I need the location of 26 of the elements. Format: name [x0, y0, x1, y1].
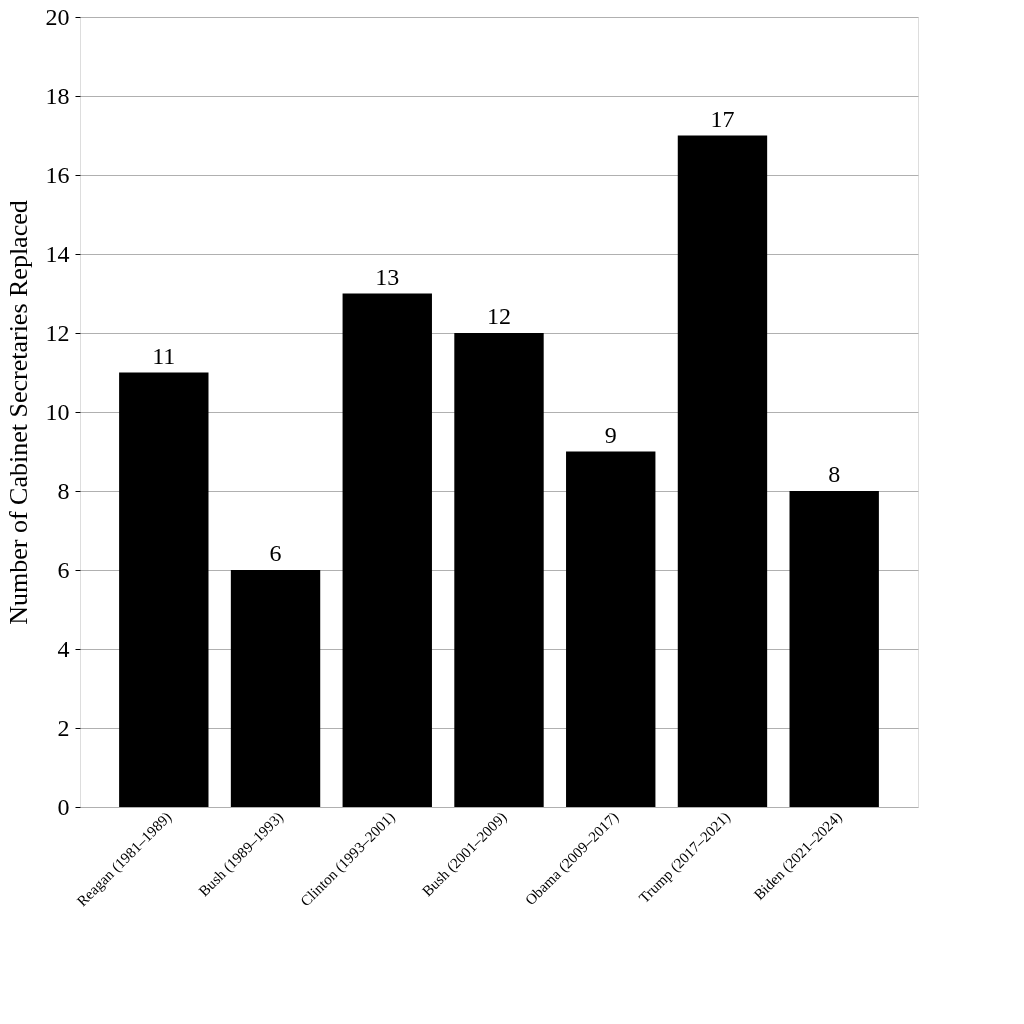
data-label: 17 [710, 105, 735, 132]
y-tick-label: 10 [45, 398, 70, 425]
y-tick-label: 16 [45, 161, 70, 188]
y-axis-title: Number of Cabinet Secretaries Replaced [3, 200, 33, 625]
data-label: 9 [604, 421, 617, 448]
y-tick-label: 2 [57, 714, 70, 741]
y-tick-label: 20 [45, 3, 70, 30]
bar [789, 491, 879, 807]
data-label: 11 [152, 342, 176, 369]
data-label: 8 [828, 461, 841, 487]
y-tick-label: 4 [57, 635, 70, 662]
data-label: 12 [487, 303, 511, 329]
data-label: 6 [269, 540, 282, 566]
bar [566, 451, 656, 807]
y-tick-label: 18 [45, 82, 70, 109]
y-tick-label: 12 [45, 319, 70, 346]
bar [342, 293, 432, 807]
bar [677, 135, 768, 807]
bar [230, 570, 321, 807]
y-tick-label: 6 [57, 556, 70, 583]
y-tick-label: 14 [45, 240, 70, 267]
data-label: 13 [375, 263, 400, 290]
bar [454, 333, 544, 807]
bar [119, 372, 209, 807]
y-tick-label: 8 [57, 477, 70, 504]
y-tick-label: 0 [57, 793, 70, 820]
